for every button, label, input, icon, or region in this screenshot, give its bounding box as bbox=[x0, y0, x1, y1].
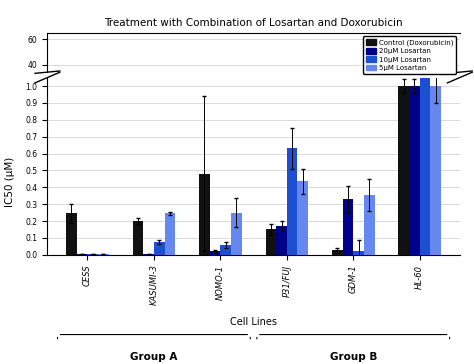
Text: Group B: Group B bbox=[329, 352, 377, 362]
Text: Group A: Group A bbox=[130, 352, 178, 362]
Bar bbox=[210, 251, 220, 255]
Bar bbox=[298, 181, 308, 255]
Bar bbox=[364, 195, 374, 255]
Bar bbox=[164, 213, 175, 255]
Text: IC50 (μM): IC50 (μM) bbox=[5, 157, 16, 207]
Bar bbox=[98, 254, 109, 255]
Bar bbox=[399, 114, 409, 115]
Bar bbox=[430, 114, 441, 115]
Bar bbox=[332, 250, 343, 255]
Bar bbox=[399, 86, 409, 255]
Bar bbox=[343, 199, 353, 255]
Bar bbox=[265, 229, 276, 255]
Bar bbox=[231, 213, 242, 255]
Bar bbox=[276, 226, 287, 255]
Title: Treatment with Combination of Losartan and Doxorubicin: Treatment with Combination of Losartan a… bbox=[104, 18, 403, 28]
Bar bbox=[143, 254, 154, 255]
Bar bbox=[287, 149, 298, 255]
Bar bbox=[430, 86, 441, 255]
Text: Cell Lines: Cell Lines bbox=[230, 317, 277, 327]
Bar bbox=[199, 174, 210, 255]
Bar bbox=[220, 245, 231, 255]
Bar bbox=[133, 221, 143, 255]
Bar bbox=[66, 213, 77, 255]
Bar bbox=[154, 242, 164, 255]
Bar bbox=[353, 252, 364, 255]
Legend: Control (Doxorubicin), 20μM Losartan, 10μM Losartan, 5μM Losartan: Control (Doxorubicin), 20μM Losartan, 10… bbox=[363, 36, 456, 74]
Bar bbox=[409, 114, 420, 115]
Bar bbox=[77, 254, 87, 255]
Bar bbox=[87, 254, 98, 255]
Bar bbox=[420, 66, 430, 115]
Bar bbox=[409, 86, 420, 255]
Bar bbox=[420, 0, 430, 255]
